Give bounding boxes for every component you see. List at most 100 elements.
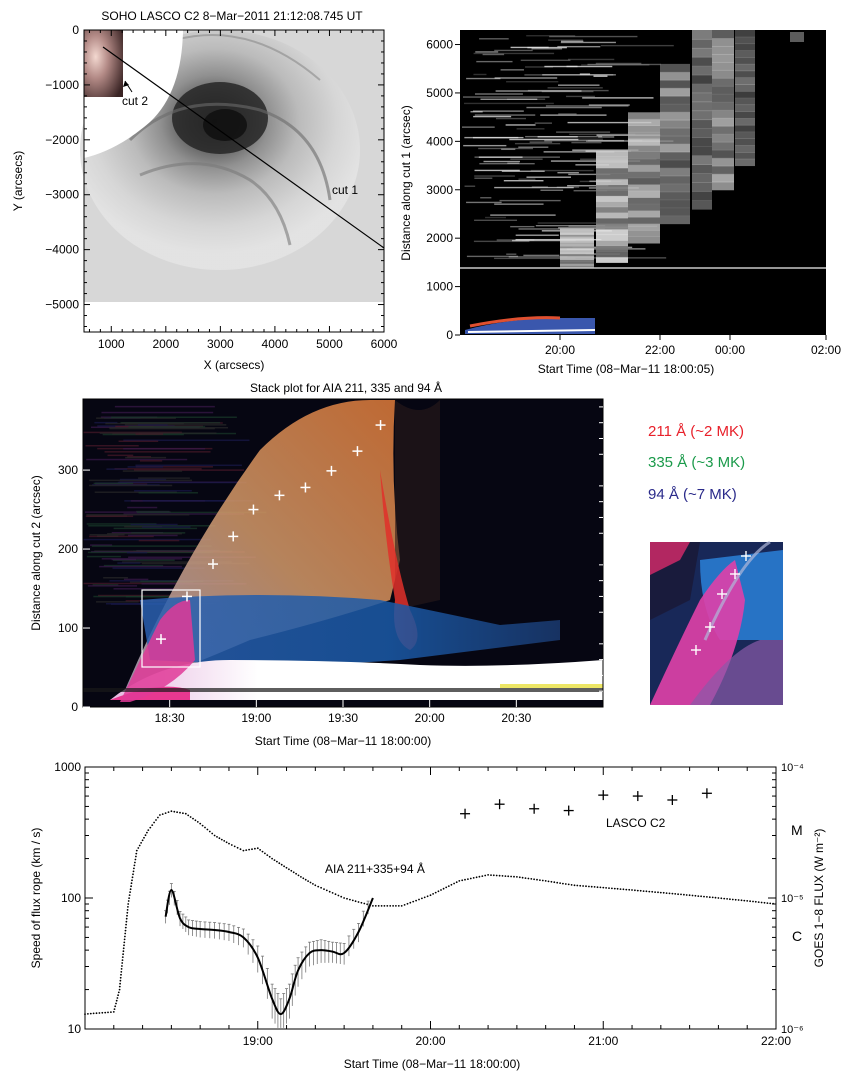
- stack-segment: [735, 118, 755, 126]
- stack-segment: [560, 228, 594, 231]
- noise-streak: [142, 526, 191, 528]
- goes-dot: [126, 914, 128, 917]
- stack-segment: [692, 191, 712, 201]
- noise-streak: [138, 477, 190, 479]
- stack-segment: [735, 111, 755, 119]
- stack-segment: [712, 125, 734, 135]
- goes-dot: [176, 811, 179, 814]
- goes-dot: [300, 876, 302, 878]
- goes-dot: [159, 814, 161, 816]
- noise-streak: [507, 162, 520, 164]
- noise-streak: [123, 513, 245, 515]
- sun-inset: [84, 30, 123, 97]
- goes-dot: [309, 881, 312, 884]
- goes-dot: [124, 932, 127, 935]
- stack-segment: [660, 151, 690, 161]
- goes-dot: [599, 886, 602, 889]
- y-tick-label: 5000: [426, 86, 453, 100]
- noise-streak: [135, 433, 164, 435]
- goes-dot: [383, 905, 386, 907]
- goes-dot: [216, 836, 218, 838]
- goes-dot: [134, 861, 136, 864]
- noise-streak: [547, 87, 603, 89]
- goes-dot: [567, 883, 570, 886]
- goes-dot: [507, 875, 510, 878]
- noise-streak: [103, 564, 164, 567]
- goes-dot: [123, 941, 126, 944]
- noise-streak: [588, 139, 643, 142]
- noise-streak: [479, 38, 509, 40]
- goes-dot: [423, 896, 426, 899]
- goes-dot: [729, 898, 731, 901]
- goes-dot: [141, 839, 144, 842]
- goes-dot: [127, 900, 130, 902]
- goes-dot: [164, 812, 167, 814]
- noise-streak: [500, 69, 524, 71]
- stack-segment: [560, 242, 594, 245]
- noise-streak: [544, 65, 613, 68]
- goes-dot: [233, 845, 236, 848]
- panel-lasco-stack-axes: 20:00 22:00 00:00 02:00 0 1000 2000 3000 4000 500…: [426, 38, 841, 357]
- stack-segment: [712, 157, 734, 167]
- goes-dot: [132, 873, 134, 876]
- noise-streak: [463, 102, 554, 105]
- goes-dot: [126, 911, 129, 914]
- goes-dot: [144, 834, 147, 837]
- noise-streak: [475, 51, 499, 53]
- goes-dot: [251, 848, 253, 851]
- goes-dot: [541, 879, 544, 882]
- noise-streak: [501, 170, 545, 172]
- stack-segment: [560, 265, 594, 268]
- x-tick-label: 20:00: [415, 711, 445, 725]
- stack-segment: [660, 127, 690, 137]
- noise-streak: [581, 64, 650, 66]
- noise-streak: [89, 535, 154, 538]
- goes-dot: [397, 905, 400, 907]
- goes-dot: [432, 893, 434, 895]
- goes-dot: [752, 900, 754, 903]
- noise-streak: [106, 468, 128, 470]
- goes-dot: [304, 878, 307, 881]
- goes-dot: [421, 897, 423, 900]
- noise-streak: [89, 534, 125, 536]
- goes-dot: [691, 894, 694, 897]
- goes-dot: [323, 888, 325, 890]
- goes-dot: [516, 876, 518, 878]
- noise-streak: [510, 225, 535, 228]
- noise-streak: [515, 238, 602, 241]
- goes-dot: [458, 880, 461, 882]
- stack-segment: [660, 119, 690, 129]
- x-tick-label: 00:00: [715, 343, 745, 357]
- noise-streak: [567, 185, 609, 187]
- noise-streak: [568, 173, 611, 176]
- x-tick-label: 19:00: [241, 711, 271, 725]
- goes-dot: [349, 898, 351, 901]
- noise-streak: [114, 405, 215, 408]
- goes-dot: [455, 881, 458, 884]
- goes-dot: [754, 900, 757, 903]
- noise-streak: [96, 417, 176, 419]
- stack-segment: [628, 229, 660, 237]
- goes-dot: [118, 988, 121, 991]
- goes-dot: [374, 905, 377, 907]
- goes-dot: [442, 887, 445, 890]
- aia-zoom-inset: [650, 540, 783, 705]
- speed-plot-area: [84, 766, 777, 1030]
- goes-dot: [530, 878, 533, 880]
- goes-dot: [363, 902, 366, 905]
- stack-segment: [735, 97, 755, 106]
- goes-dot: [280, 863, 283, 866]
- goes-dot: [639, 889, 642, 892]
- noise-streak: [567, 58, 615, 61]
- goes-dot: [179, 811, 181, 814]
- noise-streak: [140, 580, 204, 583]
- goes-dot: [760, 901, 763, 904]
- goes-dot: [295, 872, 297, 875]
- goes-dot: [211, 832, 214, 835]
- goes-dot: [576, 884, 579, 887]
- stack-segment: [712, 85, 734, 95]
- stack-segment: [560, 236, 594, 239]
- noise-streak: [103, 577, 128, 579]
- goes-dot: [98, 1012, 101, 1014]
- noise-streak: [122, 470, 183, 472]
